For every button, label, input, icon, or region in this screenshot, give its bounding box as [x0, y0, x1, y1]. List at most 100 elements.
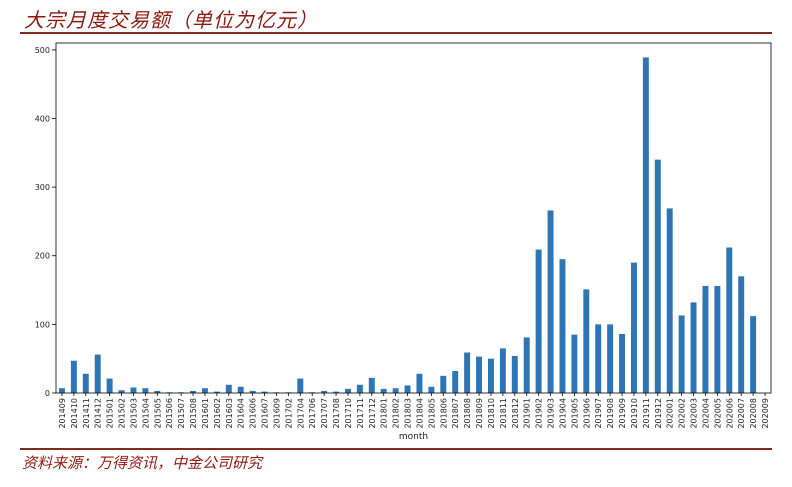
bar-201708	[333, 391, 340, 393]
x-tick-label: 201607	[261, 398, 270, 429]
x-axis-title: month	[399, 432, 428, 442]
bar-201807	[452, 371, 459, 393]
x-tick-label: 201909	[618, 398, 627, 429]
bar-201905	[571, 334, 578, 393]
bar-201606	[249, 390, 256, 393]
bar-201903	[547, 210, 554, 393]
bar-201805	[428, 386, 435, 393]
x-tick-label: 201808	[463, 398, 472, 429]
bar-202001	[666, 208, 673, 393]
y-tick-label: 300	[35, 183, 50, 192]
bar-201410	[70, 360, 77, 393]
plot-frame	[55, 42, 772, 394]
bar-201806	[440, 375, 447, 393]
x-tick-label: 202005	[713, 398, 722, 429]
bar-201907	[595, 324, 602, 393]
bar-202005	[714, 285, 721, 393]
x-tick-label: 201806	[439, 398, 448, 429]
x-tick-label: 201710	[344, 398, 353, 429]
bar-201906	[583, 289, 590, 393]
bar-201409	[58, 388, 65, 393]
x-tick-label: 202009	[761, 398, 770, 429]
x-tick-label: 201810	[487, 398, 496, 429]
x-tick-label: 201711	[356, 398, 365, 429]
x-tick-label: 201604	[237, 398, 246, 429]
bar-201808	[464, 352, 471, 393]
bar-201803	[404, 385, 411, 393]
x-tick-label: 201602	[213, 398, 222, 429]
x-tick-label: 201802	[392, 398, 401, 429]
x-tick-label: 201911	[642, 398, 651, 429]
y-tick-label: 100	[35, 320, 50, 329]
bar-201809	[476, 356, 483, 393]
bar-201607	[261, 391, 268, 393]
x-tick-label: 201411	[82, 398, 91, 429]
bar-201504	[142, 388, 149, 393]
x-tick-label: 202006	[725, 398, 734, 429]
bar-201712	[368, 377, 375, 393]
x-tick-label: 201912	[654, 398, 663, 429]
bar-201801	[380, 388, 387, 393]
bar-202007	[738, 276, 745, 393]
bar-201502	[118, 390, 125, 393]
y-tick-label: 400	[35, 114, 50, 123]
x-tick-label: 201902	[535, 398, 544, 429]
x-tick-label: 201906	[582, 398, 591, 429]
bar-201508	[190, 390, 197, 393]
bar-201811	[499, 348, 506, 393]
x-tick-label: 201807	[451, 398, 460, 429]
y-tick-label: 500	[35, 46, 50, 55]
x-tick-label: 201712	[368, 398, 377, 429]
x-tick-label: 201801	[380, 398, 389, 429]
x-tick-label: 201410	[70, 398, 79, 429]
axes-group	[55, 42, 772, 394]
x-tick-label: 201508	[189, 398, 198, 429]
bar-201804	[416, 373, 423, 393]
x-tick-label: 201908	[606, 398, 615, 429]
x-tick-label: 201903	[547, 398, 556, 429]
bar-201711	[356, 384, 363, 393]
x-tick-label: 201704	[296, 398, 305, 429]
bar-201901	[523, 337, 530, 393]
bar-202008	[750, 316, 757, 393]
x-tick-label: 201501	[106, 398, 115, 429]
x-tick-label: 201412	[94, 398, 103, 429]
bar-201910	[630, 262, 637, 393]
bar-201603	[225, 384, 232, 393]
chart-title: 大宗月度交易额（单位为亿元）	[24, 8, 318, 32]
x-tick-label: 201503	[129, 398, 138, 429]
x-tick-label: 201809	[475, 398, 484, 429]
x-tick-label: 201811	[499, 398, 508, 429]
x-tick-label: 201505	[153, 398, 162, 429]
y-ticks-group: 0 100 200 300 400 500	[35, 46, 56, 398]
bar-201710	[344, 388, 351, 393]
top-divider	[20, 32, 772, 34]
bar-201602	[213, 391, 220, 393]
x-tick-label: 202004	[701, 398, 710, 429]
x-tick-label: 201708	[332, 398, 341, 429]
bar-201707	[321, 390, 328, 393]
x-tick-label: 202003	[690, 398, 699, 429]
x-tick-label: 202008	[749, 398, 758, 429]
y-tick-label: 200	[35, 252, 50, 261]
bar-201909	[619, 333, 626, 393]
bar-201810	[487, 358, 494, 393]
x-ticks-group: 201409 201410 201411 201412 201501 201502 2015…	[58, 393, 770, 429]
source-note: 资料来源：万得资讯，中金公司研究	[22, 454, 263, 472]
x-tick-label: 201601	[201, 398, 210, 429]
x-tick-label: 201907	[594, 398, 603, 429]
bottom-divider	[20, 448, 772, 450]
bar-201503	[130, 387, 137, 393]
bar-201912	[654, 159, 661, 393]
x-tick-label: 201506	[165, 398, 174, 429]
x-tick-label: 201702	[284, 398, 293, 429]
bar-201908	[607, 324, 614, 393]
x-tick-label: 201409	[58, 398, 67, 429]
x-tick-label: 201805	[427, 398, 436, 429]
bar-202006	[726, 247, 733, 393]
bar-201412	[94, 354, 101, 393]
x-tick-label: 201812	[511, 398, 520, 429]
bars-group	[58, 57, 757, 393]
x-tick-label: 201609	[272, 398, 281, 429]
bar-201501	[106, 378, 113, 393]
